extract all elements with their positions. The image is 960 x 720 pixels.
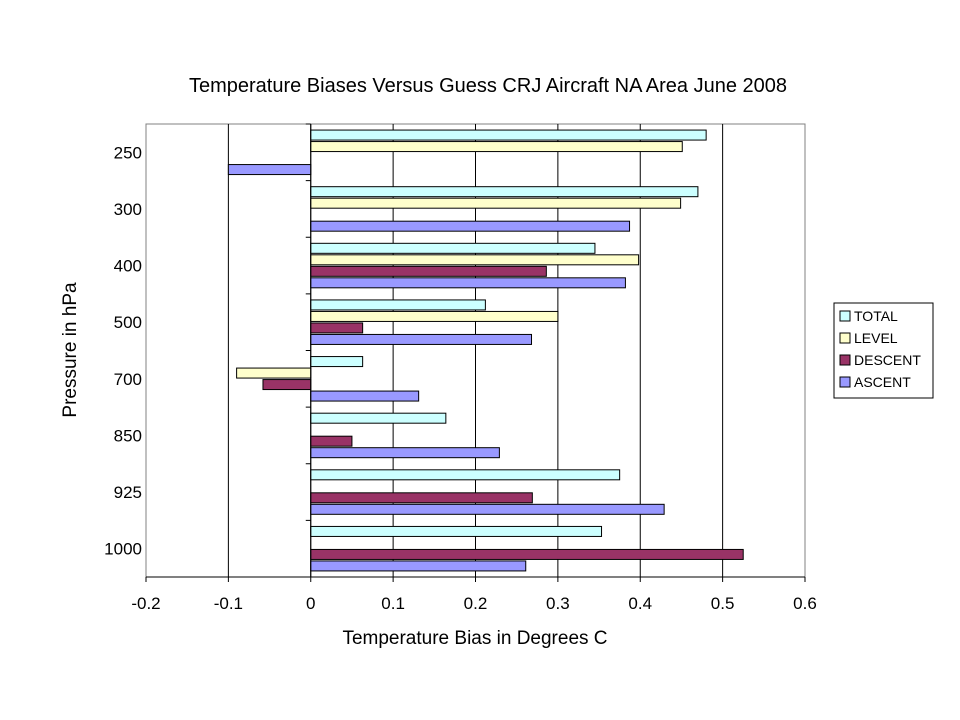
x-tick-label: 0.2: [464, 594, 488, 613]
x-tick-label: -0.1: [214, 594, 243, 613]
bar-descent-500: [310, 322, 364, 334]
bar-ascent-250: [227, 164, 312, 176]
bar-total-400: [310, 242, 596, 254]
bar-descent-400: [310, 265, 547, 277]
bar-ascent-1000: [310, 560, 527, 572]
legend-swatch-ascent: [839, 376, 851, 388]
y-tick-label: 925: [114, 483, 142, 502]
bars: [227, 129, 744, 572]
x-tick-label: -0.2: [131, 594, 160, 613]
legend-swatch-descent: [839, 354, 851, 366]
chart-title: Temperature Biases Versus Guess CRJ Airc…: [189, 75, 787, 97]
legend-label-total: TOTAL: [854, 308, 898, 324]
y-axis: 250 300 400 500 700 850 925 1000: [104, 123, 312, 578]
bar-ascent-300: [310, 220, 631, 232]
bar-total-1000: [310, 525, 603, 537]
x-tick-label: 0.3: [546, 594, 570, 613]
bar-descent-1000: [310, 548, 744, 560]
bar-total-850: [310, 412, 447, 424]
bar-descent-925: [310, 492, 533, 504]
y-tick-label: 400: [114, 257, 142, 276]
x-tick-label: 0: [306, 594, 315, 613]
bar-descent-850: [310, 435, 353, 447]
y-tick-label: 500: [114, 313, 142, 332]
legend: TOTAL LEVEL DESCENT ASCENT: [833, 302, 934, 399]
legend-swatch-total: [839, 310, 851, 322]
y-tick-label: 700: [114, 370, 142, 389]
bar-ascent-400: [310, 277, 626, 289]
x-tick-label: 0.4: [628, 594, 652, 613]
bar-total-700: [310, 356, 364, 368]
bar-ascent-700: [310, 390, 420, 402]
y-axis-title: Pressure in hPa: [60, 282, 81, 418]
x-tick-label: 0.5: [711, 594, 735, 613]
legend-label-ascent: ASCENT: [854, 374, 911, 390]
bar-total-500: [310, 299, 486, 311]
legend-label-level: LEVEL: [854, 330, 898, 346]
bar-level-700: [236, 367, 312, 379]
x-axis-title: Temperature Bias in Degrees C: [342, 628, 607, 649]
y-tick-label: 1000: [104, 540, 142, 559]
plot-area: 250 300 400 500 700 850 925 1000 -0.2 -0.1 0 0.1 0.…: [104, 123, 817, 613]
bar-ascent-850: [310, 447, 500, 459]
bar-descent-700: [262, 379, 312, 391]
bar-total-300: [310, 186, 699, 198]
legend-swatch-level: [839, 332, 851, 344]
bar-total-925: [310, 469, 621, 481]
y-tick-label: 250: [114, 143, 142, 162]
bar-level-400: [310, 254, 640, 266]
bar-total-250: [310, 129, 707, 141]
bar-level-500: [310, 310, 559, 322]
x-tick-label: 0.1: [381, 594, 405, 613]
bar-ascent-925: [310, 503, 665, 515]
bar-level-250: [310, 141, 683, 153]
x-axis: -0.2 -0.1 0 0.1 0.2 0.3 0.4 0.5 0.6: [131, 576, 817, 613]
bar-ascent-500: [310, 333, 533, 345]
x-tick-label: 0.6: [793, 594, 817, 613]
bar-level-300: [310, 197, 682, 209]
y-tick-label: 850: [114, 426, 142, 445]
legend-label-descent: DESCENT: [854, 352, 921, 368]
y-tick-label: 300: [114, 200, 142, 219]
